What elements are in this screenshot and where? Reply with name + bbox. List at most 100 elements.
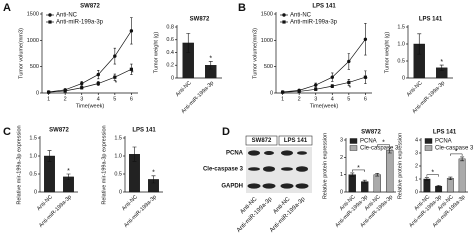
error-bar: [66, 173, 71, 181]
legend-swatch: [349, 138, 358, 144]
significance-mark: *: [209, 55, 212, 62]
series-line: [282, 76, 366, 93]
chart-title: SW872: [190, 17, 210, 23]
series-line: [282, 39, 366, 93]
x-tick-label: 5: [113, 96, 116, 102]
error-bar: [448, 176, 453, 180]
chart-title: SW872: [361, 130, 381, 136]
bar: [423, 178, 431, 193]
error-bar: [439, 64, 444, 71]
series-line: [48, 30, 132, 93]
x-tick-label: 1: [47, 96, 50, 102]
x-tick-label: 6: [364, 96, 367, 102]
x-tick-label: 2: [64, 96, 67, 102]
data-point: [330, 84, 334, 88]
x-axis-label: Time(week): [76, 103, 105, 109]
data-point: [129, 29, 134, 33]
y-tick-label: 1000: [27, 38, 39, 44]
data-point: [281, 90, 285, 94]
x-tick-label: Anti-NC: [175, 80, 193, 98]
y-axis-label: Relative mir-199a-3p expression: [16, 125, 22, 204]
panel-label: D: [222, 126, 230, 138]
y-tick-label: 0.5: [29, 171, 37, 177]
chart-title: SW872: [80, 4, 100, 10]
legend-swatch: [424, 138, 433, 144]
y-tick-label: 0.5: [397, 58, 405, 64]
x-tick-label: 3: [314, 96, 317, 102]
protein-label: Cle-caspase 3: [203, 167, 244, 173]
bar: [458, 158, 466, 193]
y-tick-label: 1.0: [397, 41, 405, 47]
y-tick-label: 0: [119, 189, 122, 195]
error-bar: [387, 147, 392, 154]
chart-title: LPS 141: [312, 4, 336, 10]
y-tick-label: 0: [415, 189, 418, 195]
data-point: [80, 86, 84, 90]
y-axis-label: Relative mir-199a-3p expression: [101, 125, 107, 204]
chart-title: SW872: [49, 128, 69, 134]
significance-mark: *: [431, 170, 434, 177]
y-tick-label: 1.0: [29, 153, 37, 159]
y-tick-label: 0.2: [166, 63, 174, 69]
significance-mark: *: [67, 168, 70, 175]
x-tick-label: 2: [298, 96, 301, 102]
error-bar: [47, 150, 52, 162]
y-tick-label: 1000: [261, 38, 273, 44]
significance-bracket: [450, 153, 463, 156]
error-bar: [132, 146, 137, 162]
y-tick-label: 3: [340, 137, 343, 143]
y-tick-label: 0: [402, 75, 405, 81]
significance-mark: *: [365, 77, 368, 84]
legend-label: Anti-miR-199a-3p: [56, 20, 104, 26]
y-tick-label: 0: [34, 189, 37, 195]
legend-swatch: [349, 145, 358, 151]
significance-mark: *: [114, 80, 117, 87]
chart-title: LPS 141: [132, 128, 156, 134]
x-tick-label: 5: [347, 96, 350, 102]
data-point: [314, 87, 318, 91]
chart-title: LPS 141: [419, 17, 443, 23]
x-tick-label: Anti-NC: [406, 80, 424, 98]
y-axis-label: Tumor weight (g): [384, 32, 390, 74]
bar: [446, 178, 454, 193]
error-bar: [151, 175, 156, 184]
legend-marker: [48, 13, 52, 17]
cell-line-box: [278, 135, 313, 146]
significance-mark: *: [131, 70, 134, 77]
data-point: [113, 75, 117, 79]
legend-marker: [48, 20, 52, 24]
legend-label: Cle-caspase 3: [435, 146, 474, 152]
data-point: [80, 81, 84, 86]
data-point: [47, 90, 51, 94]
significance-bracket: [352, 169, 365, 172]
y-tick-label: 1: [340, 172, 343, 178]
y-axis-label: Tumor volume(mm3): [18, 28, 24, 79]
y-tick-label: 2: [340, 155, 343, 161]
x-tick-label: 4: [97, 96, 100, 102]
legend-label: PCNA: [360, 139, 377, 145]
significance-bracket: [377, 144, 390, 147]
error-bar: [417, 33, 422, 55]
error-bar: [186, 33, 191, 53]
y-tick-label: 0.4: [166, 50, 174, 56]
data-point: [129, 67, 133, 71]
significance-mark: *: [455, 149, 458, 156]
legend-label: PCNA: [435, 139, 452, 145]
y-tick-label: 1500: [261, 11, 273, 17]
x-tick-label: 4: [331, 96, 334, 102]
bar: [348, 174, 356, 193]
legend-label: Anti-NC: [290, 13, 312, 19]
cell-line-box: [245, 135, 278, 146]
significance-mark: *: [152, 170, 155, 177]
x-tick-label: Anti-NC: [36, 194, 54, 212]
y-tick-label: 0.6: [166, 37, 174, 43]
panel-label: B: [238, 2, 246, 14]
protein-label: PCNA: [226, 151, 244, 157]
y-tick-label: 4: [415, 137, 418, 143]
error-bar: [350, 172, 355, 177]
y-tick-label: 0: [340, 189, 343, 195]
cell-line-label: LPS 141: [284, 138, 308, 144]
y-tick-label: 3: [415, 150, 418, 156]
chart-title: LPS 141: [433, 130, 457, 136]
